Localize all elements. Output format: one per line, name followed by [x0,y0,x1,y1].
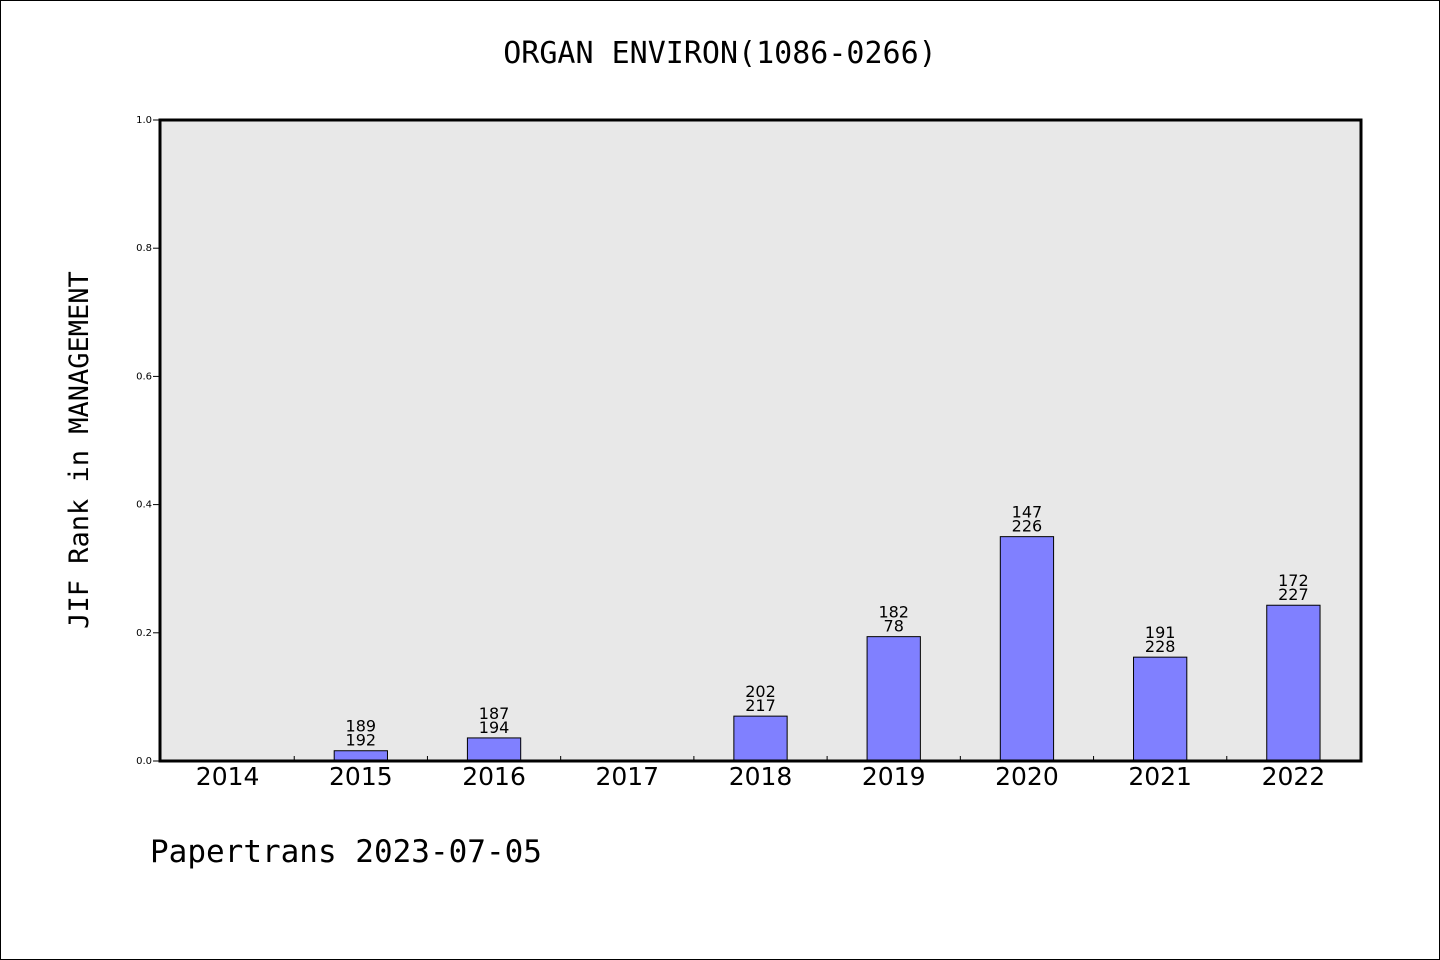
bar-2019 [866,636,921,762]
plot-border [158,118,1363,763]
y-tick-label: 0.2 [136,628,152,639]
x-tick-label: 2020 [995,762,1059,791]
bar-label-top: 147 [1012,503,1043,522]
bar-2022 [1266,604,1321,762]
bar-2015 [333,750,388,762]
x-axis: 2014 2015 2016 2017 2018 2019 2020 2021 2022 [196,756,1325,791]
bar-label-top: 202 [745,682,776,701]
bar-2016 [466,737,522,762]
bar-2021 [1133,656,1188,762]
y-tick-label: 0.6 [136,371,152,382]
bar-label-bottom: 228 [1145,637,1176,656]
x-tick-label: 2019 [862,762,926,791]
bar-label-bottom: 78 [884,617,904,636]
chart-title: ORGAN ENVIRON(1086-0266) [503,36,937,71]
bar-2018 [733,715,788,762]
bar-label-bottom: 227 [1278,585,1309,604]
bar-label-top: 182 [878,603,909,622]
x-tick-label: 2016 [462,762,526,791]
bar-2020 [999,536,1055,762]
y-tick-label: 0.4 [136,500,152,511]
bar-label-top: 189 [346,717,377,736]
bar-label-bottom: 226 [1012,517,1043,536]
y-tick-label: 0.0 [136,756,152,767]
bar-label-bottom: 194 [479,718,510,737]
x-tick-label: 2021 [1128,762,1192,791]
footer-note: Papertrans 2023-07-05 [150,834,542,870]
x-tick-label: 2017 [595,762,659,791]
x-tick-label: 2018 [729,762,793,791]
y-axis: 0.0 0.2 0.4 0.6 0.8 1.0 [136,115,160,767]
y-tick-label: 1.0 [136,115,152,126]
x-tick-label: 2014 [196,762,260,791]
bar-label-bottom: 192 [346,731,377,750]
x-tick-label: 2022 [1262,762,1326,791]
x-tick-label: 2015 [329,762,393,791]
bars [333,536,1321,762]
y-tick-label: 0.8 [136,243,152,254]
bar-label-top: 172 [1278,571,1309,590]
plot-area [160,120,1361,761]
bar-label-bottom: 217 [745,696,776,715]
bar-label-top: 187 [479,704,510,723]
bar-label-top: 191 [1145,623,1176,642]
